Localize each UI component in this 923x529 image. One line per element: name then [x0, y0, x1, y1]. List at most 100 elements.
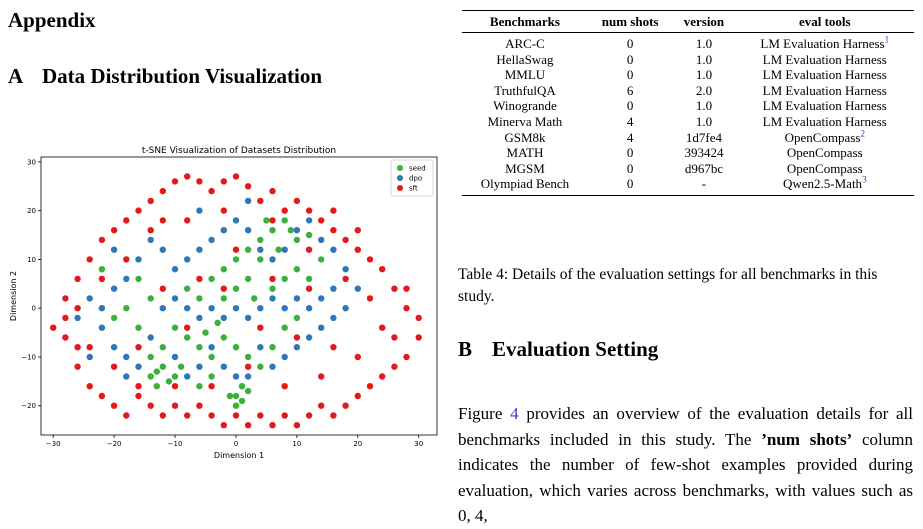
- point-seed: [171, 373, 179, 380]
- legend-label-sft: sft: [409, 185, 418, 193]
- point-sft: [171, 402, 179, 409]
- num-shots-cell: 4: [588, 130, 672, 146]
- num-shots-cell: 0: [588, 67, 672, 83]
- point-sft: [293, 334, 301, 341]
- paragraph-text-middle: provides an overview of the evaluation d…: [458, 404, 913, 449]
- point-seed: [135, 324, 142, 331]
- point-seed: [232, 344, 240, 351]
- num-shots-cell-text: 4: [626, 129, 634, 145]
- point-sft: [62, 334, 69, 341]
- point-sft: [123, 412, 130, 419]
- eval-tool-cell: LM Evaluation Harness: [736, 67, 914, 83]
- point-dpo: [110, 285, 118, 292]
- point-sft: [171, 178, 179, 185]
- point-dpo: [244, 314, 252, 322]
- point-seed: [147, 373, 154, 380]
- point-dpo: [232, 217, 240, 224]
- benchmark-cell-text: MGSM: [505, 160, 545, 176]
- point-sft: [366, 383, 374, 390]
- point-dpo: [330, 285, 337, 292]
- benchmark-cell: GSM8k: [462, 130, 588, 146]
- point-sft: [403, 285, 410, 292]
- legend-marker-sft: [397, 185, 403, 191]
- point-seed: [269, 285, 276, 292]
- footnote-marker[interactable]: 3: [862, 175, 867, 186]
- version-cell-text: 393424: [684, 145, 724, 161]
- figure-reference-link[interactable]: 4: [510, 404, 519, 423]
- x-tick-label: 20: [353, 440, 362, 448]
- point-dpo: [232, 305, 240, 312]
- point-sft: [232, 246, 240, 253]
- point-dpo: [220, 227, 227, 234]
- point-sft: [159, 285, 166, 292]
- num-shots-cell: 0: [587, 176, 673, 196]
- point-sft: [244, 422, 252, 429]
- point-dpo: [171, 266, 179, 273]
- eval-tool-cell-text: LM Evaluation Harness: [762, 98, 887, 114]
- point-sft: [281, 412, 288, 419]
- table-row: MGSM 0 d967bc OpenCompass: [462, 161, 914, 177]
- point-seed: [281, 217, 288, 224]
- eval-tool-cell: LM Evaluation Harness: [736, 83, 914, 99]
- version-cell: d967bc: [672, 161, 735, 177]
- evaluation-settings-table: Benchmarks num shots version eval tools …: [462, 10, 914, 196]
- point-sft: [342, 236, 349, 244]
- point-dpo: [86, 295, 93, 302]
- footnote-marker[interactable]: 2: [860, 128, 865, 139]
- point-seed: [184, 334, 191, 341]
- point-sft: [391, 285, 398, 292]
- point-dpo: [293, 227, 301, 234]
- legend-marker-seed: [397, 165, 403, 171]
- version-cell-text: 1d7fe4: [685, 129, 722, 145]
- point-seed: [257, 236, 264, 244]
- point-sft: [257, 324, 264, 331]
- benchmark-cell: MATH: [462, 145, 588, 161]
- point-seed: [269, 227, 276, 234]
- point-sft: [196, 402, 203, 409]
- point-sft: [135, 392, 142, 400]
- point-sft: [86, 256, 93, 263]
- num-shots-cell-text: 4: [626, 113, 634, 129]
- legend-label-seed: seed: [409, 165, 426, 173]
- point-seed: [135, 275, 142, 283]
- eval-tool-cell-text: OpenCompass: [784, 129, 861, 145]
- point-seed: [171, 324, 179, 331]
- point-seed: [196, 383, 203, 390]
- num-shots-cell: 0: [588, 52, 672, 68]
- version-cell-text: 1.0: [695, 98, 713, 114]
- point-seed: [251, 295, 258, 302]
- version-cell: 1.0: [672, 33, 735, 52]
- eval-tool-cell: LM Evaluation Harness: [736, 98, 914, 114]
- version-cell-text: -: [701, 176, 707, 192]
- point-seed: [226, 392, 234, 400]
- y-tick-label: 0: [32, 305, 36, 313]
- point-seed: [305, 275, 313, 283]
- paragraph-text-start: Figure: [458, 404, 511, 423]
- point-sft: [269, 187, 276, 195]
- point-sft: [220, 422, 227, 429]
- point-dpo: [159, 246, 166, 253]
- point-dpo: [305, 305, 313, 312]
- point-sft: [159, 187, 166, 195]
- point-sft: [379, 266, 386, 273]
- point-sft: [220, 285, 227, 292]
- point-sft: [257, 197, 264, 205]
- footnote-marker[interactable]: 1: [884, 34, 890, 45]
- point-sft: [403, 353, 410, 361]
- benchmark-cell: HellaSwag: [462, 52, 588, 68]
- point-sft: [110, 227, 118, 234]
- version-cell: 1.0: [672, 52, 735, 68]
- table-caption: Table 4: Details of the evaluation setti…: [458, 265, 878, 305]
- point-seed: [196, 344, 203, 351]
- num-shots-emphasis: ’num shots’: [761, 429, 853, 449]
- section-a-title: Data Distribution Visualization: [42, 64, 323, 88]
- point-sft: [269, 217, 276, 224]
- point-dpo: [232, 373, 240, 380]
- point-sft: [305, 285, 313, 292]
- plot-frame: [40, 156, 438, 436]
- point-dpo: [196, 314, 203, 322]
- point-dpo: [305, 334, 313, 341]
- point-seed: [220, 295, 227, 302]
- point-sft: [135, 383, 142, 390]
- y-tick-label: −10: [21, 353, 36, 361]
